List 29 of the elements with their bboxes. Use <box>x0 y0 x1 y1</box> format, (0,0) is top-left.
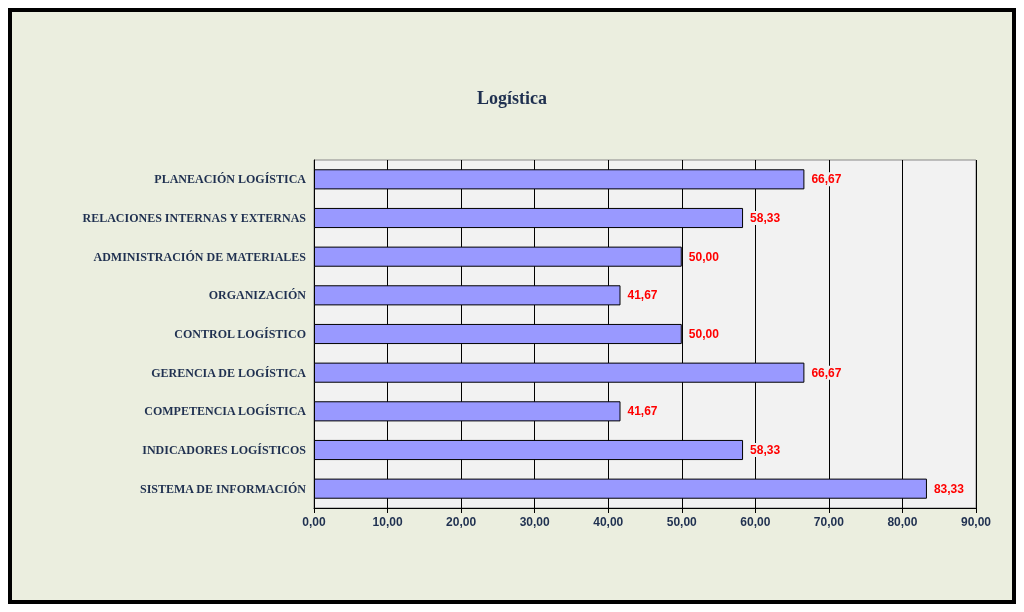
x-tick-label: 30,00 <box>519 515 551 529</box>
x-tick-label: 80,00 <box>887 515 918 529</box>
y-tick-label: ADMINISTRACIÓN DE MATERIALES <box>93 249 307 264</box>
y-tick-label: INDICADORES LOGÍSTICOS <box>142 443 307 457</box>
data-label: 58,33 <box>750 443 781 457</box>
x-tick-label: 50,00 <box>666 515 698 529</box>
y-tick-label: CONTROL LOGÍSTICO <box>174 327 306 341</box>
y-tick-label: GERENCIA DE LOGÍSTICA <box>151 365 307 380</box>
data-label: 66,67 <box>811 365 842 380</box>
y-tick-label: RELACIONES INTERNAS Y EXTERNAS <box>82 211 307 225</box>
chart-title: Logística <box>477 88 547 108</box>
data-label: 58,33 <box>750 211 781 225</box>
data-label: 50,00 <box>688 249 720 264</box>
x-tick-label: 40,00 <box>593 515 624 529</box>
x-tick-label: 20,00 <box>446 515 477 529</box>
data-label: 50,00 <box>688 327 720 341</box>
data-label: 41,67 <box>627 288 658 303</box>
y-tick-label: ORGANIZACIÓN <box>208 288 307 303</box>
data-label: 83,33 <box>933 481 965 496</box>
x-tick-label: 90,00 <box>960 515 992 529</box>
y-tick-label: SISTEMA DE INFORMACIÓN <box>139 481 307 496</box>
x-tick-label: 70,00 <box>813 515 845 529</box>
y-tick-label: PLANEACIÓN LOGÍSTICA <box>154 172 307 187</box>
data-label: 66,67 <box>811 172 842 187</box>
x-tick-label: 10,00 <box>372 515 403 529</box>
data-label: 41,67 <box>627 404 658 419</box>
x-tick-label: 0,00 <box>302 515 326 529</box>
x-tick-label: 60,00 <box>740 515 771 529</box>
y-tick-label: COMPETENCIA LOGÍSTICA <box>144 404 307 419</box>
